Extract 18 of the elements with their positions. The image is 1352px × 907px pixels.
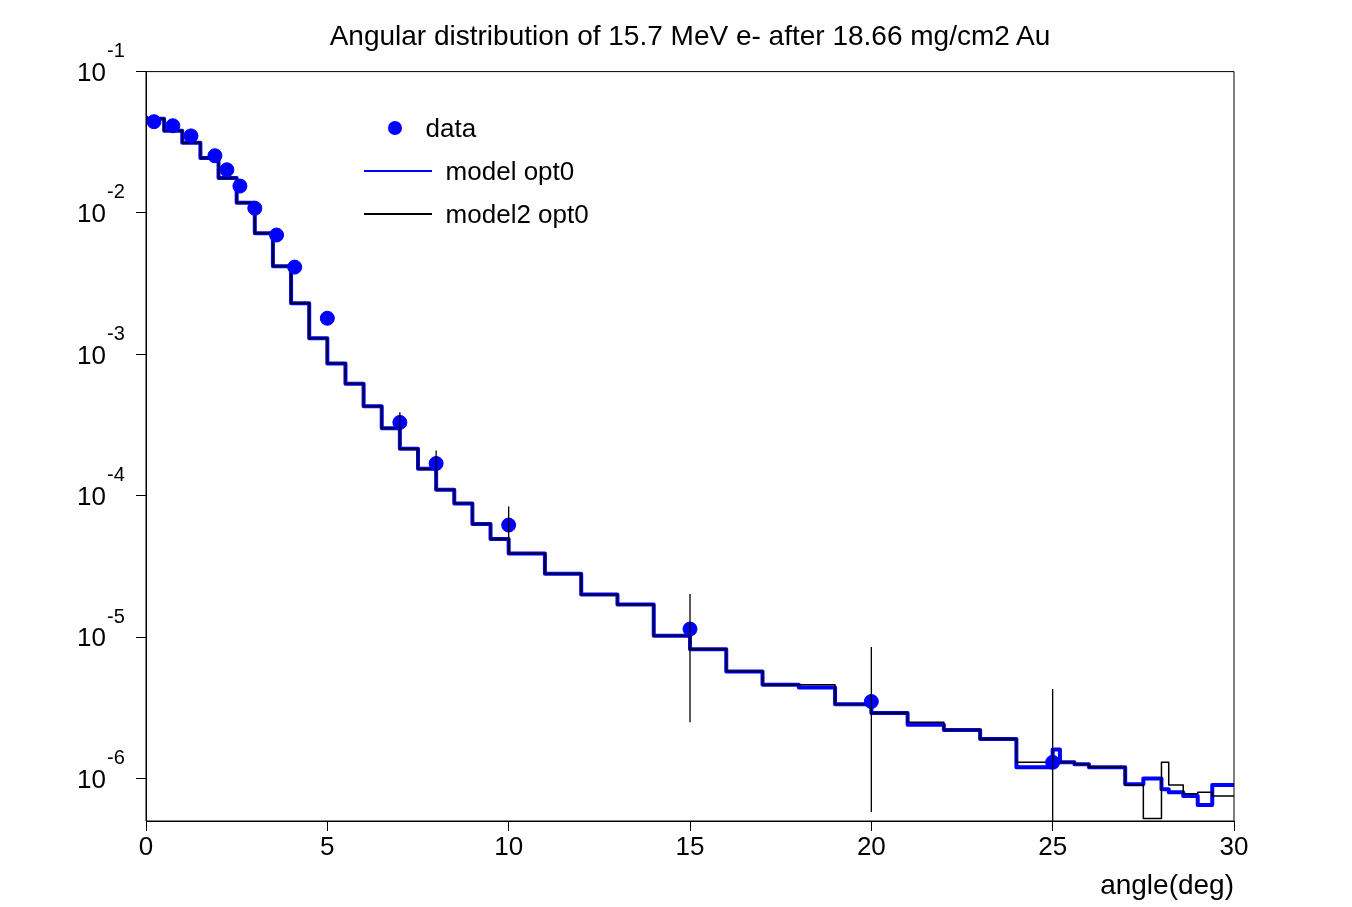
x-tick-label: 10 [494, 831, 524, 862]
y-tick-label: 10-4 [77, 463, 125, 511]
legend-label: data [425, 112, 477, 144]
x-tick-label: 15 [675, 831, 705, 862]
y-tick-label: 10-6 [77, 745, 125, 794]
x-axis-title: angle(deg) [1100, 868, 1234, 900]
chart-title: Angular distribution of 15.7 MeV e- after 18.66 mg/cm2 Au [329, 19, 1051, 51]
y-tick-label: 10-2 [77, 180, 125, 229]
y-tick-label: 10-1 [77, 39, 125, 87]
legend-label: model2 opt0 [445, 198, 589, 230]
x-tick-label: 25 [1038, 831, 1068, 862]
x-tick-label: 30 [1219, 831, 1249, 862]
legend-label: model opt0 [445, 155, 575, 187]
x-tick-label: 5 [320, 831, 335, 862]
y-tick-label: 10-3 [77, 321, 125, 370]
x-tick-label: 0 [138, 831, 154, 862]
y-tick-label: 10-5 [77, 604, 125, 653]
x-tick-label: 20 [856, 831, 886, 862]
